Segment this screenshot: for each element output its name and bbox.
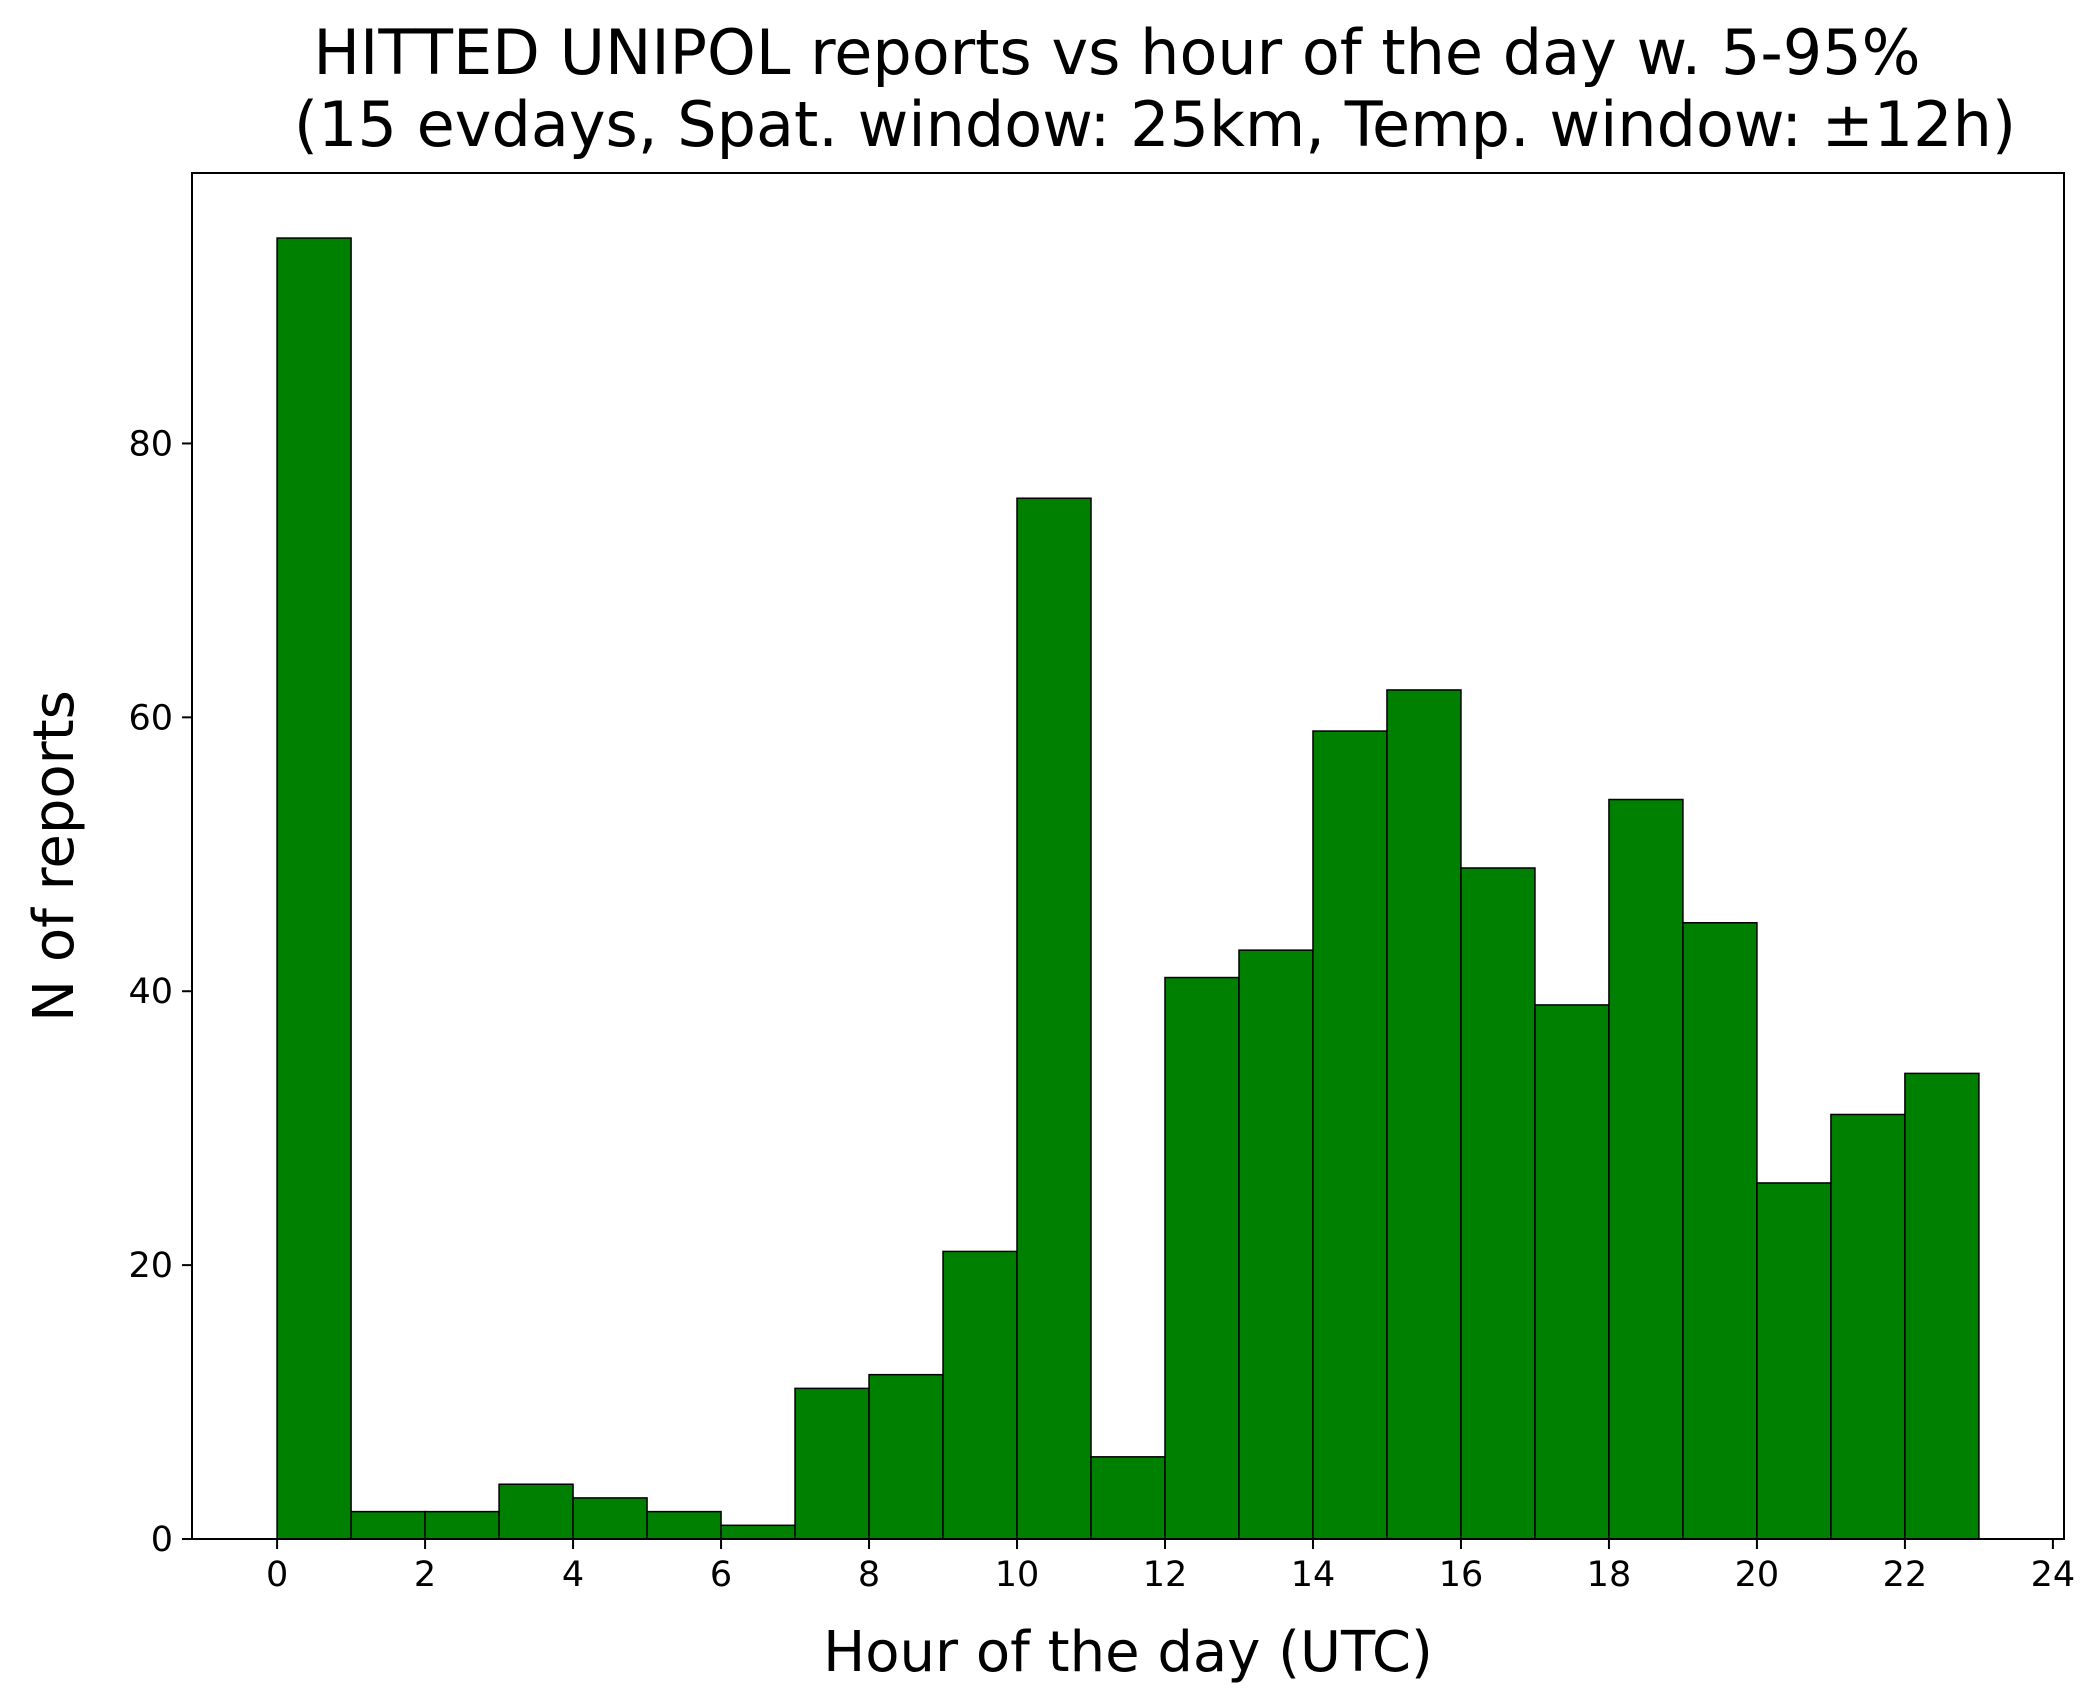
chart-subtitle: (15 evdays, Spat. window: 25km, Temp. wi… (294, 88, 2016, 161)
histogram-bar (720, 1524, 796, 1540)
x-axis-label: Hour of the day (UTC) (823, 1620, 1433, 1685)
x-tick-label: 6 (710, 1555, 732, 1595)
histogram-bar (276, 237, 352, 1540)
histogram-bar (794, 1387, 870, 1540)
histogram-bar (868, 1373, 944, 1540)
x-ticks-group: 0 2 4 6 8 10 12 14 16 18 20 22 24 (266, 1539, 2075, 1595)
y-tick-label: 20 (128, 1246, 173, 1286)
histogram-bar (1164, 976, 1240, 1540)
x-tick-label: 4 (562, 1555, 584, 1595)
histogram-bar (1830, 1113, 1906, 1540)
histogram-bar (1386, 689, 1462, 1540)
histogram-bar (350, 1510, 426, 1540)
y-ticks-group: 0 20 40 60 80 (128, 424, 192, 1560)
y-tick-label: 0 (151, 1520, 173, 1560)
histogram-bar (1608, 798, 1684, 1540)
histogram-bar (1904, 1072, 1980, 1540)
histogram-bar (1238, 949, 1314, 1540)
y-tick-label: 60 (128, 698, 173, 738)
histogram-bar (498, 1483, 574, 1540)
x-tick-label: 16 (1439, 1555, 1484, 1595)
y-tick-label: 40 (128, 972, 173, 1012)
x-tick-label: 24 (2031, 1555, 2076, 1595)
histogram-bar (1534, 1004, 1610, 1540)
histogram-bar (1460, 867, 1536, 1540)
bars-group (276, 237, 1980, 1540)
histogram-bar (1090, 1456, 1166, 1540)
x-tick-label: 2 (414, 1555, 436, 1595)
x-tick-label: 22 (1883, 1555, 1928, 1595)
y-axis-label: N of reports (22, 690, 87, 1022)
histogram-bar (942, 1250, 1018, 1540)
plot-frame (191, 172, 2065, 1540)
x-tick-label: 18 (1587, 1555, 1632, 1595)
histogram-bar (424, 1510, 500, 1540)
x-tick-label: 8 (858, 1555, 880, 1595)
chart-title: HITTED UNIPOL reports vs hour of the day… (313, 16, 1920, 89)
x-tick-label: 0 (266, 1555, 288, 1595)
histogram-bar (1312, 730, 1388, 1540)
x-tick-label: 20 (1735, 1555, 1780, 1595)
x-tick-label: 10 (995, 1555, 1040, 1595)
histogram-bar (646, 1510, 722, 1540)
y-tick-label: 80 (128, 424, 173, 464)
x-tick-label: 12 (1143, 1555, 1188, 1595)
histogram-bar (1756, 1182, 1832, 1540)
x-tick-label: 14 (1291, 1555, 1336, 1595)
histogram-bar (1682, 922, 1758, 1540)
histogram-bar (1016, 497, 1092, 1540)
histogram-bar (572, 1497, 648, 1540)
